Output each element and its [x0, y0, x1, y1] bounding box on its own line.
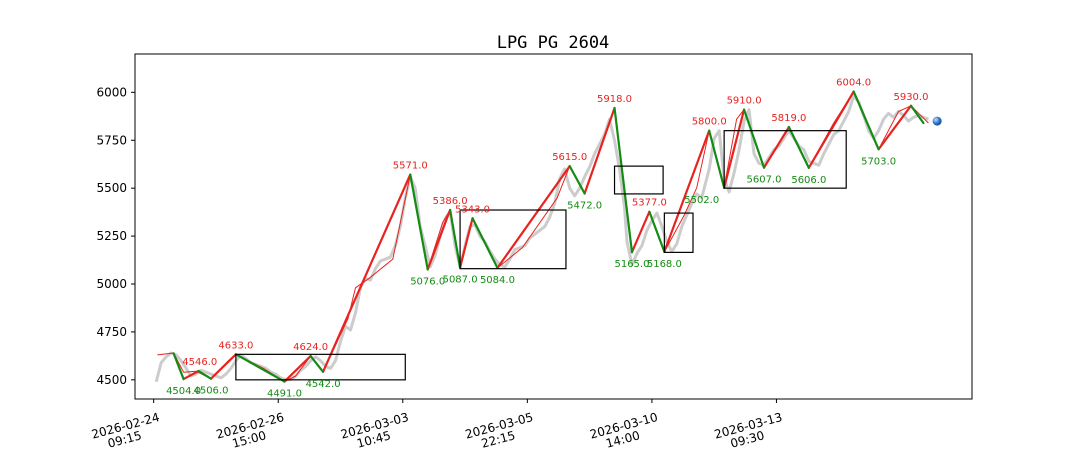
- swing-high-label: 5571.0: [393, 161, 428, 172]
- swing-high-label: 5918.0: [597, 94, 632, 105]
- y-tick-label: 5000: [96, 277, 127, 291]
- up-swing-segment: [458, 217, 474, 269]
- up-swing-segment: [283, 354, 312, 383]
- down-swing-segment: [234, 353, 286, 383]
- swing-low-label: 4506.0: [193, 386, 228, 397]
- y-tick-label: 5750: [96, 133, 127, 147]
- y-tick-label: 5500: [96, 181, 127, 195]
- pivot-zone-box: [723, 130, 847, 189]
- down-swing-segment: [852, 90, 880, 151]
- swing-high-label: 4546.0: [182, 357, 217, 368]
- swing-low-label: 4491.0: [267, 389, 302, 400]
- swing-low-label: 5472.0: [567, 201, 602, 212]
- swing-high-label: 5819.0: [771, 113, 806, 124]
- down-swing-segment: [648, 210, 666, 253]
- swing-low-label: 5087.0: [443, 274, 478, 285]
- chart-title: LPG PG 2604: [497, 33, 610, 53]
- pivot-zone-box: [235, 353, 406, 381]
- down-swing-segment: [613, 106, 634, 254]
- x-tick-label: 2026-03-1309:30: [713, 410, 787, 450]
- down-swing-segment: [909, 104, 925, 125]
- down-swing-segment: [309, 354, 325, 373]
- swing-high-label: 5343.0: [455, 204, 490, 215]
- swing-low-label: 5084.0: [480, 275, 515, 286]
- down-swing-segment: [708, 129, 726, 189]
- swing-low-label: 4504.0: [166, 386, 201, 397]
- down-swing-segment: [197, 369, 213, 380]
- x-tick-label: 2026-03-0522:15: [464, 410, 538, 450]
- up-swing-segment: [496, 165, 571, 269]
- down-swing-segment: [742, 108, 766, 169]
- swing-low-label: 5606.0: [791, 175, 826, 186]
- price-layer: [154, 94, 929, 383]
- down-swing-segment: [787, 125, 810, 169]
- up-swing-segment: [663, 129, 711, 253]
- y-tick-label: 5250: [96, 229, 127, 243]
- pivot-zone-box: [459, 209, 567, 270]
- pivot-zone-box: [613, 165, 664, 195]
- swing-high-label: 5800.0: [692, 117, 727, 128]
- up-swing-segment: [583, 106, 616, 195]
- down-swing-segment: [172, 352, 185, 381]
- y-tick-label: 4500: [96, 373, 127, 387]
- swing-low-label: 5168.0: [647, 259, 682, 270]
- down-swing-segment: [449, 208, 462, 269]
- up-swing-segment: [762, 125, 791, 169]
- fine-swing-line: [157, 91, 929, 383]
- y-tick-label: 6000: [96, 85, 127, 99]
- up-swing-segment: [630, 210, 651, 254]
- swing-low-label: 5076.0: [410, 276, 445, 287]
- up-swing-segment: [877, 104, 913, 151]
- swing-low-label: 5165.0: [614, 259, 649, 270]
- swing-high-label: 5386.0: [433, 196, 468, 207]
- current-price-marker: [932, 116, 942, 126]
- plot-frame: [134, 53, 973, 400]
- price-series-line: [154, 94, 929, 383]
- pivot-boxes-layer: [235, 130, 847, 381]
- up-swing-segment: [321, 173, 412, 373]
- x-tick-label: 2026-02-2409:15: [90, 410, 164, 450]
- swing-high-label: 5615.0: [552, 152, 587, 163]
- up-swing-segment: [209, 353, 237, 380]
- swing-high-label: 6004.0: [836, 78, 871, 89]
- down-swing-segment: [409, 173, 429, 271]
- up-swing-segment: [426, 208, 452, 271]
- up-swing-segment: [807, 90, 855, 169]
- swing-low-label: 4542.0: [306, 379, 341, 390]
- swing-low-label: 5703.0: [861, 156, 896, 167]
- swing-high-label: 5930.0: [893, 92, 928, 103]
- down-swing-segment: [568, 165, 586, 195]
- x-tick-label: 2026-03-1014:00: [588, 410, 662, 450]
- down-swing-segment: [471, 217, 499, 269]
- swing-lines-layer: [157, 90, 929, 383]
- x-tick-label: 2026-03-0310:45: [339, 410, 413, 450]
- axes-layer: 4500 4750 5000 5250 5500 5750 6000 2026-02-2409…: [90, 53, 973, 450]
- swing-high-label: 4624.0: [293, 342, 328, 353]
- x-tick-label: 2026-02-2615:00: [215, 410, 289, 450]
- swing-high-label: 5910.0: [727, 96, 762, 107]
- swing-high-label: 5377.0: [632, 198, 667, 209]
- up-swing-segment: [723, 108, 746, 189]
- y-tick-label: 4750: [96, 325, 127, 339]
- swing-low-label: 5607.0: [746, 175, 781, 186]
- pivot-zone-box: [663, 212, 694, 253]
- swing-high-label: 4633.0: [218, 340, 253, 351]
- swing-low-label: 5502.0: [684, 195, 719, 206]
- up-swing-segment: [182, 369, 200, 381]
